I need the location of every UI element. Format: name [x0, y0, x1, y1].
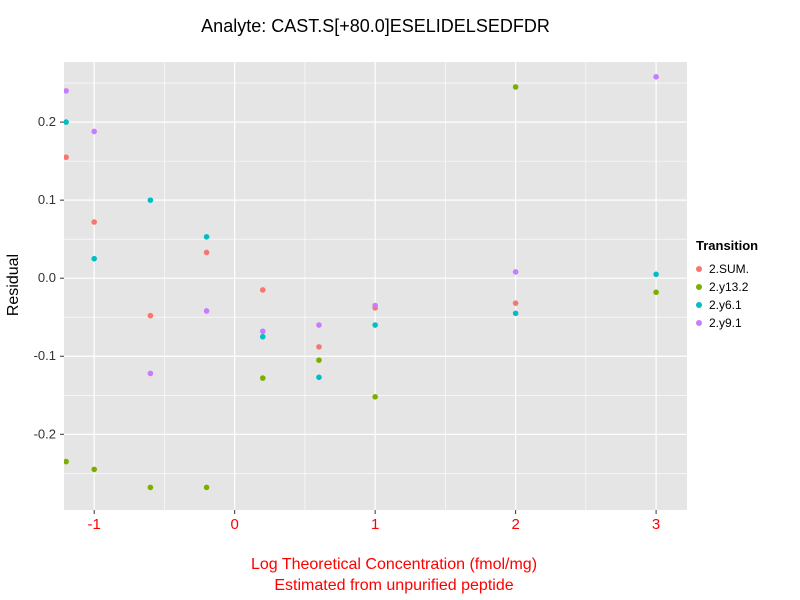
x-tick-label: -1: [88, 516, 101, 533]
legend-swatch-y9: [696, 320, 702, 326]
legend-swatch-sum: [696, 266, 702, 272]
data-point: [512, 300, 519, 306]
legend-label: 2.y13.2: [709, 280, 749, 294]
data-point: [64, 119, 69, 125]
x-axis-label-line1: Log Theoretical Concentration (fmol/mg): [250, 556, 538, 573]
data-point: [512, 269, 519, 275]
data-point: [372, 394, 378, 400]
data-point: [147, 370, 154, 377]
x-tick-label: 0: [231, 516, 239, 533]
data-point: [203, 308, 210, 314]
data-point: [316, 344, 322, 350]
data-point: [203, 484, 210, 491]
legend-swatch-y13: [696, 284, 702, 290]
data-point: [91, 466, 98, 473]
data-point: [512, 310, 519, 317]
legend-label: 2.y9.1: [709, 316, 742, 330]
legend-item: 2.SUM.: [696, 260, 758, 278]
data-point: [259, 333, 266, 340]
y-tick-label: 0.2: [38, 114, 56, 129]
legend-item: 2.y6.1: [696, 296, 758, 314]
data-point: [147, 484, 154, 491]
data-point: [91, 255, 98, 262]
data-point: [259, 287, 266, 293]
y-tick-label: 0.0: [38, 270, 56, 285]
x-tick-label: 2: [511, 516, 519, 533]
y-tick-label: 0.1: [38, 192, 56, 207]
data-point: [372, 302, 378, 309]
data-point: [203, 234, 210, 240]
y-tick-label: -0.2: [34, 426, 56, 441]
data-point: [653, 289, 659, 296]
legend-label: 2.SUM.: [709, 262, 750, 276]
data-point: [203, 249, 210, 256]
data-point: [91, 128, 98, 135]
data-point: [316, 374, 322, 381]
data-point: [653, 271, 659, 278]
data-point: [91, 219, 98, 225]
x-axis-label: Log Theoretical Concentration (fmol/mg) …: [64, 554, 724, 596]
legend: Transition 2.SUM. 2.y13.2 2.y6.1 2.y9.1: [696, 238, 758, 332]
legend-label: 2.y6.1: [709, 298, 742, 312]
data-point: [653, 74, 659, 80]
legend-item: 2.y9.1: [696, 314, 758, 332]
data-point: [372, 322, 378, 328]
x-tick-label: 1: [371, 516, 379, 533]
x-axis-label-line2: Estimated from unpurified peptide: [274, 577, 514, 594]
legend-title: Transition: [696, 238, 759, 253]
data-point: [64, 154, 69, 161]
legend-swatch-y6: [696, 302, 702, 308]
data-point: [512, 84, 519, 90]
points-layer: [64, 74, 659, 491]
y-tick-label: -0.1: [34, 348, 56, 363]
data-point: [316, 357, 322, 363]
data-point: [64, 458, 69, 465]
data-point: [259, 375, 266, 381]
data-point: [147, 312, 154, 319]
data-point: [259, 328, 266, 335]
data-point: [64, 88, 69, 94]
x-tick-label: 3: [652, 516, 660, 533]
legend-item: 2.y13.2: [696, 278, 758, 296]
data-point: [316, 322, 322, 328]
data-point: [147, 197, 154, 203]
chart-title: Analyte: CAST.S[+80.0]ESELIDELSEDFDR: [201, 16, 550, 36]
